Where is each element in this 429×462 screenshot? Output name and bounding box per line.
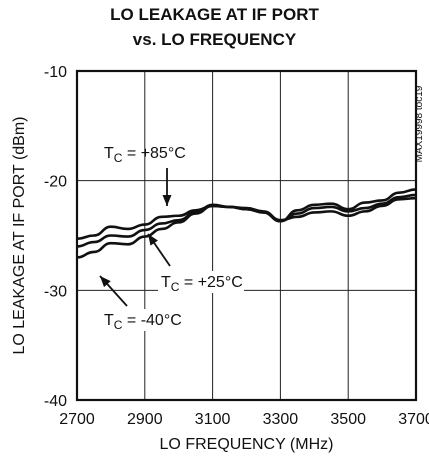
y-tick-label: -30	[44, 283, 67, 300]
chart-title-line-1: LO LEAKAGE AT IF PORT	[110, 5, 319, 24]
x-tick-label: 3100	[195, 411, 231, 428]
y-axis-label: LO LEAKAGE AT IF PORT (dBm)	[11, 117, 28, 355]
y-tick-label: -20	[44, 174, 67, 191]
chart-title-line-2: vs. LO FREQUENCY	[132, 30, 297, 49]
series-line-minus40c	[76, 196, 417, 259]
x-tick-label: 3300	[263, 411, 299, 428]
x-tick-label: 2700	[59, 411, 95, 428]
x-tick-label: 3700	[398, 411, 429, 428]
annotation-label-minus40c-backdrop	[101, 309, 187, 331]
annotation-label-25c: TC = +25°C	[161, 274, 243, 294]
x-tick-label: 3500	[330, 411, 366, 428]
annotation-arrow-minus40c	[99, 275, 128, 307]
watermark-label: MAX19998 toc19	[414, 85, 425, 162]
annotation-label-minus40c: TC = -40°C	[104, 312, 182, 332]
series-line-85c	[76, 188, 417, 241]
annotation-label-25c-backdrop	[158, 271, 244, 293]
plot-frame	[75, 69, 418, 402]
annotation-label-85c: TC = +85°C	[104, 145, 186, 165]
x-tick-label: 2900	[127, 411, 163, 428]
y-tick-label: -40	[44, 393, 67, 410]
y-tick-label: -10	[44, 64, 67, 81]
annotation-arrow-25c	[147, 233, 171, 267]
annotation-arrow-85c	[162, 168, 172, 206]
x-axis-label: LO FREQUENCY (MHz)	[160, 436, 334, 453]
